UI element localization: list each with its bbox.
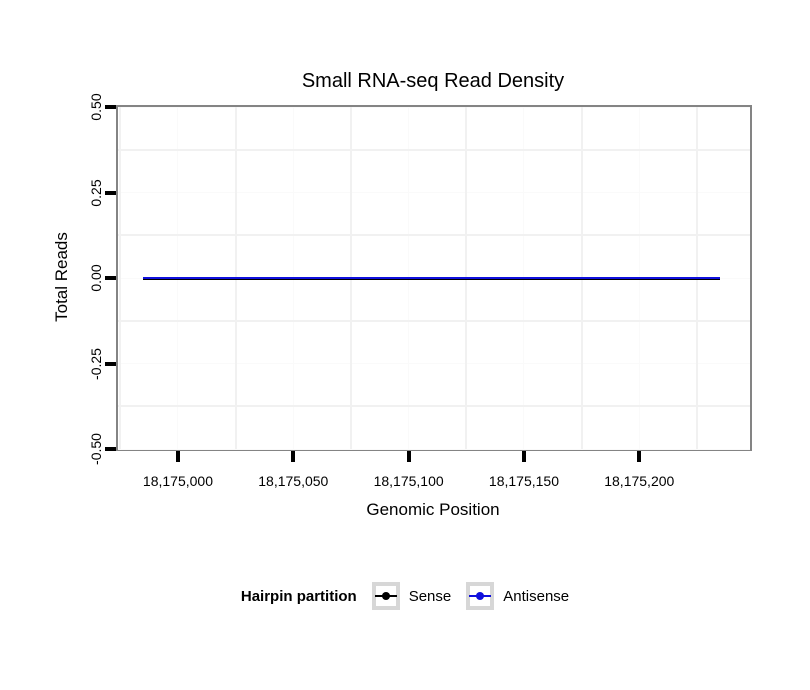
y-tick-label: 0.25 [88, 178, 104, 207]
legend-entry-sense: Sense [371, 582, 452, 610]
legend-entry-label: Sense [408, 587, 452, 605]
x-axis-label: Genomic Position [366, 500, 500, 519]
x-axis-tick [637, 451, 642, 462]
plot-panel [116, 105, 752, 451]
y-tick-label: 0.50 [88, 93, 104, 121]
x-tick-label: 18,175,000 [142, 473, 213, 489]
legend-key-dot [381, 592, 390, 600]
legend-entry-antisense: Antisense [466, 582, 569, 610]
y-tick-label: -0.25 [88, 347, 104, 380]
gridline-minor-horizontal [118, 234, 750, 237]
legend-key-sense-icon [371, 582, 400, 610]
x-tick-label: 18,175,050 [258, 473, 329, 489]
x-tick-label: 18,175,200 [604, 473, 675, 489]
chart-title: Small RNA-seq Read Density [301, 70, 565, 92]
gridline-major-horizontal [118, 192, 750, 193]
x-axis-tick [406, 451, 411, 462]
y-axis-tick [105, 190, 116, 195]
gridline-minor-horizontal [118, 148, 750, 151]
gridline-minor-horizontal [118, 319, 750, 322]
legend: Hairpin partition Sense Antisense [0, 578, 810, 614]
y-axis-tick [105, 361, 116, 366]
x-tick-label: 18,175,100 [373, 473, 444, 489]
gridline-major-horizontal [118, 363, 750, 364]
y-axis-label: Total Reads [52, 232, 71, 322]
x-axis-tick [521, 451, 526, 462]
y-axis-tick [105, 447, 116, 451]
legend-key-antisense-icon [466, 582, 495, 610]
gridline-major-horizontal [118, 106, 750, 108]
x-axis-tick [291, 451, 296, 462]
gridline-minor-vertical [119, 107, 122, 449]
y-tick-label: -0.50 [88, 433, 104, 465]
x-tick-label: 18,175,150 [488, 473, 559, 489]
legend-key-dot [476, 592, 485, 600]
y-tick-label: 0.00 [88, 264, 104, 292]
x-axis-tick [175, 451, 180, 462]
y-axis-tick [105, 105, 116, 109]
legend-entry-label: Antisense [503, 587, 570, 605]
series-line-antisense [143, 277, 720, 279]
gridline-minor-horizontal [118, 405, 750, 408]
legend-title: Hairpin partition [240, 587, 357, 605]
y-axis-tick [105, 276, 116, 280]
gridline-major-horizontal [118, 448, 750, 450]
